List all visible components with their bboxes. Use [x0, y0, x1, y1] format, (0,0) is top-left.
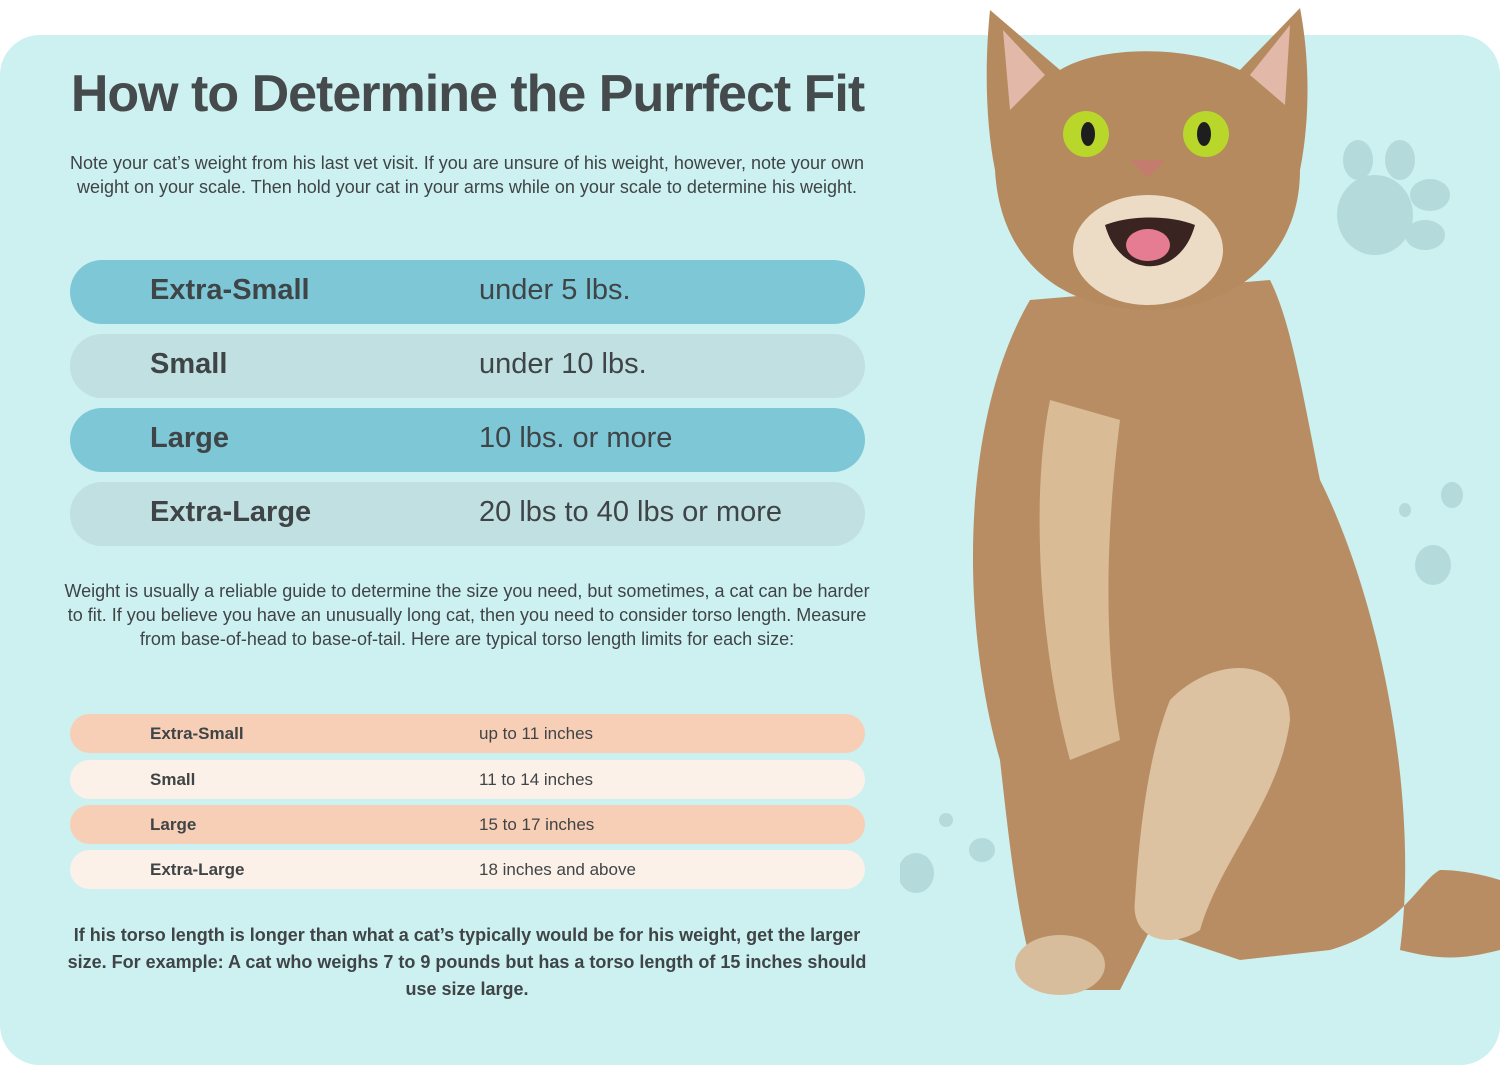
- weight-row: Extra-Large 20 lbs to 40 lbs or more: [70, 482, 865, 546]
- size-label: Extra-Small: [150, 724, 244, 743]
- paw-print-icon: [900, 482, 1463, 893]
- weight-value: 20 lbs to 40 lbs or more: [479, 496, 783, 528]
- size-label: Extra-Large: [150, 860, 245, 879]
- page-title: How to Determine the Purrfect Fit: [70, 65, 865, 123]
- footnote-text: If his torso length is longer than what …: [67, 925, 867, 999]
- cat-head: [986, 8, 1308, 310]
- size-label: Small: [150, 348, 228, 380]
- size-label: Extra-Large: [150, 496, 312, 528]
- intro-text: Note your cat’s weight from his last vet…: [69, 153, 865, 197]
- size-label: Large: [150, 815, 197, 834]
- weight-row: Small under 10 lbs.: [70, 334, 865, 398]
- length-value: up to 11 inches: [479, 724, 594, 743]
- length-value: 11 to 14 inches: [479, 770, 594, 789]
- size-label: Small: [150, 770, 196, 789]
- weight-value: under 10 lbs.: [479, 348, 647, 380]
- paw-print-icon: [1337, 140, 1450, 255]
- torso-row: Large 15 to 17 inches: [70, 805, 865, 844]
- torso-row: Extra-Small up to 11 inches: [70, 714, 865, 753]
- length-value: 18 inches and above: [479, 860, 636, 879]
- weight-value: 10 lbs. or more: [479, 422, 673, 454]
- size-label: Large: [150, 422, 229, 454]
- torso-row: Extra-Large 18 inches and above: [70, 850, 865, 889]
- cat-photo: [900, 8, 1500, 995]
- length-value: 15 to 17 inches: [479, 815, 595, 834]
- size-label: Extra-Small: [150, 274, 310, 306]
- weight-row: Extra-Small under 5 lbs.: [70, 260, 865, 324]
- weight-value: under 5 lbs.: [479, 274, 631, 306]
- weight-row: Large 10 lbs. or more: [70, 408, 865, 472]
- torso-intro-text: Weight is usually a reliable guide to de…: [64, 581, 870, 649]
- torso-row: Small 11 to 14 inches: [70, 760, 865, 799]
- title-container: How to Determine the Purrfect Fit: [40, 62, 895, 132]
- cat-body: [972, 280, 1500, 995]
